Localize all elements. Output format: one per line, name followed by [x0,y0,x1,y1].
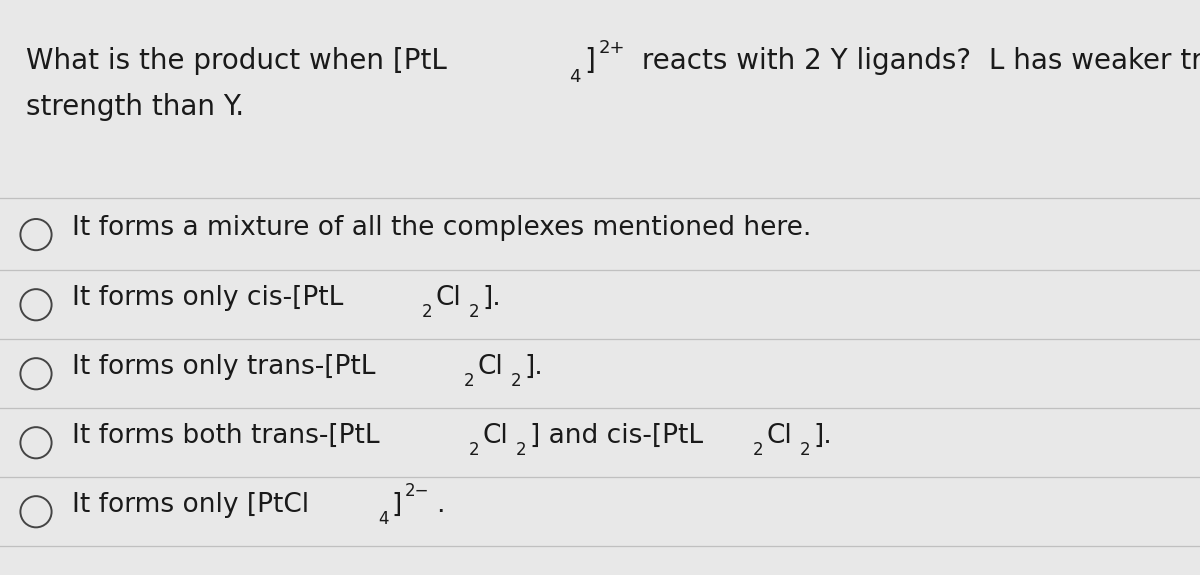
Text: 2: 2 [516,442,527,459]
Text: ].: ]. [524,354,544,380]
Text: 2: 2 [800,442,810,459]
Text: ] and cis-[PtL: ] and cis-[PtL [529,423,703,448]
Text: ].: ]. [814,423,833,448]
Text: ].: ]. [482,285,502,310]
Text: 2: 2 [469,442,480,459]
Text: It forms only trans-[PtL: It forms only trans-[PtL [72,354,376,380]
Text: 2: 2 [510,373,521,390]
Text: 2: 2 [752,442,763,459]
Text: 4: 4 [378,511,389,528]
Text: 2−: 2− [404,482,430,500]
Text: It forms only [PtCl: It forms only [PtCl [72,492,310,518]
Text: It forms only cis-[PtL: It forms only cis-[PtL [72,285,343,310]
Text: 2: 2 [469,304,480,321]
Text: Cl: Cl [482,423,509,448]
Text: Cl: Cl [436,285,462,310]
Text: It forms a mixture of all the complexes mentioned here.: It forms a mixture of all the complexes … [72,214,811,240]
Text: 2: 2 [463,373,474,390]
Text: Cl: Cl [767,423,792,448]
Text: ]: ] [391,492,402,518]
Text: Cl: Cl [478,354,503,380]
Text: 2: 2 [422,304,433,321]
Text: What is the product when [PtL: What is the product when [PtL [26,47,448,75]
Text: reacts with 2 Y ligands?  L has weaker trans effect: reacts with 2 Y ligands? L has weaker tr… [632,47,1200,75]
Text: ]: ] [584,47,595,75]
Text: 4: 4 [570,68,581,86]
Text: strength than Y.: strength than Y. [26,93,245,121]
Text: 2+: 2+ [599,39,625,57]
Text: .: . [437,492,445,518]
Text: It forms both trans-[PtL: It forms both trans-[PtL [72,423,379,448]
